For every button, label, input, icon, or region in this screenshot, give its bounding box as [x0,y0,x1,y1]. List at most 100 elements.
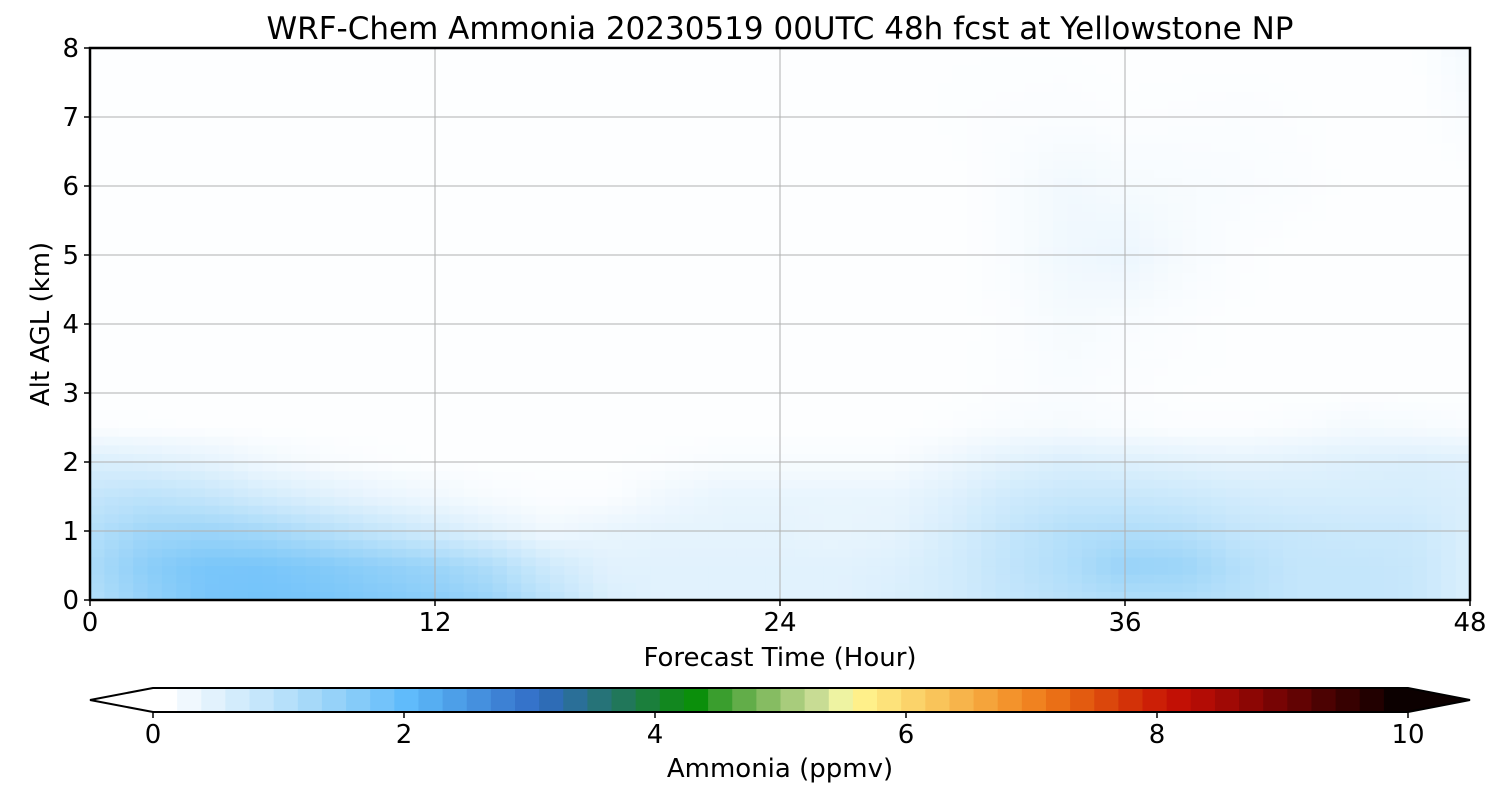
heat-cell [1340,591,1356,600]
heat-cell [837,298,853,308]
heat-cell [823,470,839,480]
heat-cell [1369,229,1385,239]
heat-cell [492,289,508,299]
heat-cell [262,591,278,600]
heat-cell [722,436,738,446]
heat-cell [118,315,134,325]
heat-cell [219,358,235,368]
heat-cell [320,462,335,472]
heat-cell [607,487,623,498]
heat-cell [420,539,436,549]
heat-cell [679,367,695,377]
heat-cell [693,565,709,575]
heat-cell [219,539,235,549]
heat-cell [133,142,149,153]
heat-cell [1268,591,1284,600]
heat-cell [895,324,910,334]
heat-cell [722,427,738,437]
heat-cell [1297,194,1313,204]
heat-cell [406,375,422,385]
heat-cell [808,341,824,351]
heat-cell [391,574,407,584]
heat-cell [133,332,149,342]
heat-cell [1369,444,1385,454]
heat-cell [722,496,738,506]
heat-cell [1139,401,1155,411]
heat-cell [1096,358,1112,368]
heat-cell [1283,332,1299,342]
heat-cell [751,246,767,256]
heat-cell [463,384,479,394]
heat-cell [521,332,537,342]
heat-cell [190,496,206,506]
heat-cell [1067,401,1083,411]
heat-cell [1441,444,1457,454]
heat-cell [693,375,709,385]
heat-cell [521,548,537,558]
heat-cell [190,151,206,161]
heat-cell [1168,332,1184,342]
heat-cell [219,367,235,377]
heat-cell [780,418,795,429]
heat-cell [1196,349,1212,360]
heat-cell [305,479,321,489]
heat-cell [391,194,407,204]
heat-cell [521,401,537,411]
heat-cell [104,565,120,575]
heat-cell [564,556,580,567]
heat-cell [1326,237,1342,247]
heat-cell [693,160,709,170]
heat-cell [1383,591,1399,600]
heat-cell [1311,487,1327,498]
heat-cell [276,298,292,308]
heat-cell [248,384,264,394]
heat-cell [521,298,537,308]
heat-cell [1355,375,1370,385]
heat-cell [363,427,379,437]
heat-cell [693,306,709,316]
heat-cell [305,556,321,567]
heat-cell [90,393,105,403]
heat-cell [736,582,752,592]
heat-cell [492,410,508,420]
heat-cell [708,160,724,170]
heat-cell [593,496,609,506]
heat-cell [435,324,450,334]
heat-cell [262,272,278,282]
heat-cell [1441,203,1457,213]
heat-cell [348,341,364,351]
heat-cell [679,168,695,178]
heat-cell [1254,496,1270,506]
heat-cell [521,237,537,247]
heat-cell [276,315,292,325]
heat-cell [348,444,364,454]
heat-cell [751,375,767,385]
heat-cell [693,556,709,567]
heat-cell [679,505,695,515]
heat-cell [449,341,465,351]
heat-cell [363,444,379,454]
heat-cell [1426,315,1442,325]
heat-cell [1081,151,1097,161]
heat-cell [492,522,508,532]
heat-cell [708,410,724,420]
heat-cell [1268,220,1284,230]
heat-cell [693,220,709,230]
heat-cell [981,151,997,161]
heat-cell [938,324,954,334]
heat-cell [1225,306,1241,316]
heat-cell [1311,418,1327,429]
heat-cell [1268,548,1284,558]
heat-cell [679,237,695,247]
heat-cell [420,349,436,360]
heat-cell [1096,237,1112,247]
heat-cell [535,574,551,584]
heat-cell [966,349,982,360]
heat-cell [219,280,235,291]
heat-cell [679,453,695,463]
heat-cell [320,522,335,532]
heat-cell [1125,505,1140,515]
heat-cell [205,479,220,489]
heat-cell [708,324,724,334]
heat-cell [866,367,882,377]
